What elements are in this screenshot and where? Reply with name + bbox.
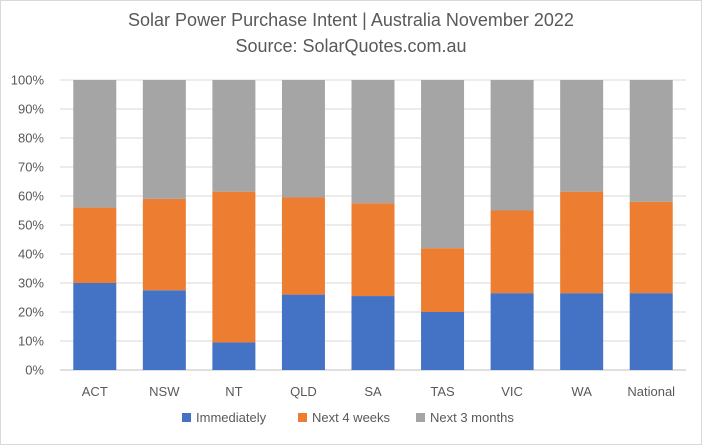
x-tick-label: NSW (149, 384, 180, 399)
bar-segment (73, 80, 117, 208)
x-tick-label: WA (571, 384, 592, 399)
legend-label: Immediately (196, 410, 267, 425)
chart-subtitle: Source: SolarQuotes.com.au (235, 36, 467, 56)
legend-swatch (298, 413, 307, 422)
x-tick-label: National (627, 384, 675, 399)
bar-segment (629, 80, 673, 202)
x-tick-label: TAS (430, 384, 455, 399)
y-tick-label: 20% (18, 305, 44, 320)
y-tick-label: 90% (18, 102, 44, 117)
bar-segment (281, 80, 325, 198)
y-tick-label: 100% (11, 73, 45, 88)
x-tick-label: SA (364, 384, 382, 399)
bar-segment (490, 293, 534, 370)
bar-segment (351, 80, 395, 204)
bar-segment (281, 197, 325, 295)
chart-title: Solar Power Purchase Intent | Australia … (128, 10, 574, 30)
legend-swatch (182, 413, 191, 422)
bar-segment (490, 80, 534, 211)
bar-segment (212, 342, 256, 370)
legend-label: Next 4 weeks (312, 410, 391, 425)
bar-segment (212, 80, 256, 192)
y-tick-label: 80% (18, 131, 44, 146)
bar-segment (421, 80, 465, 249)
bar-segment (142, 198, 186, 291)
bar-segment (351, 296, 395, 370)
bar-segment (560, 80, 604, 192)
bar-segment (281, 294, 325, 370)
bar-segment (73, 207, 117, 283)
y-tick-label: 60% (18, 189, 44, 204)
y-tick-label: 50% (18, 218, 44, 233)
bar-segment (351, 203, 395, 297)
x-tick-label: VIC (501, 384, 523, 399)
bar-segment (212, 191, 256, 343)
legend-swatch (416, 413, 425, 422)
bar-segment (421, 312, 465, 370)
y-tick-label: 0% (25, 363, 44, 378)
bar-segment (73, 283, 117, 370)
bar-segment (142, 80, 186, 199)
x-tick-label: ACT (82, 384, 108, 399)
x-tick-label: NT (225, 384, 242, 399)
y-tick-label: 70% (18, 160, 44, 175)
bar-segment (421, 248, 465, 312)
y-tick-label: 10% (18, 334, 44, 349)
bar-segment (629, 201, 673, 294)
bar-segment (560, 293, 604, 370)
y-tick-label: 40% (18, 247, 44, 262)
x-tick-label: QLD (290, 384, 317, 399)
legend-label: Next 3 months (430, 410, 514, 425)
bar-segment (560, 191, 604, 294)
bar-segment (629, 293, 673, 370)
y-tick-label: 30% (18, 276, 44, 291)
bar-segment (490, 210, 534, 294)
bar-segment (142, 290, 186, 370)
